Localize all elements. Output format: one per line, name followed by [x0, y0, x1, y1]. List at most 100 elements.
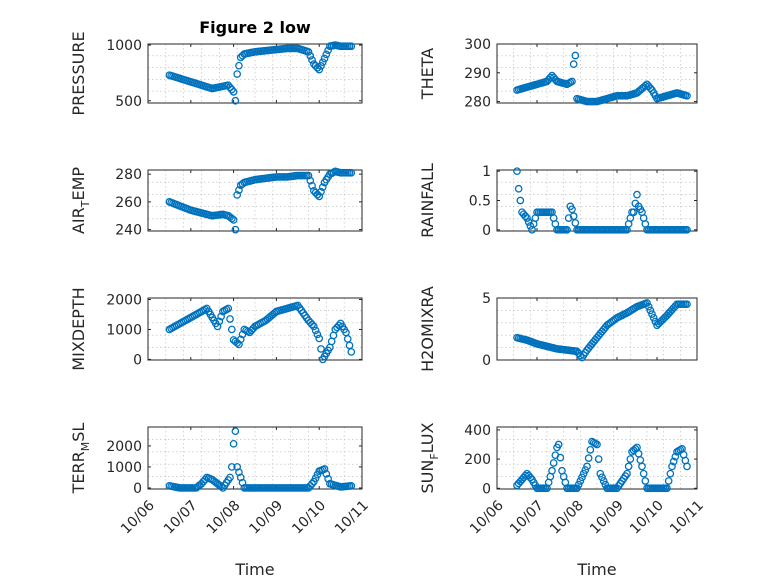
data-point — [598, 473, 606, 482]
subplot-3: 240 260 280 AIRTEMP — [69, 167, 363, 239]
y-tick-label: 280 — [464, 95, 491, 111]
y-tick-label: 0 — [482, 481, 491, 497]
data-point — [320, 54, 329, 63]
data-point — [347, 481, 356, 490]
y-tick-label: 0 — [133, 481, 142, 497]
data-series — [165, 167, 356, 234]
data-point — [623, 469, 631, 478]
data-point — [217, 482, 225, 491]
y-tick-label: 300 — [464, 37, 491, 53]
data-point — [229, 216, 238, 224]
subplot-2: 280 290 300 THETA — [418, 37, 698, 111]
data-point — [626, 455, 635, 463]
data-point — [644, 302, 653, 311]
data-point — [231, 225, 240, 234]
data-point — [217, 312, 225, 321]
y-axis-label: H2OMIXRA — [418, 286, 437, 372]
data-point — [569, 60, 578, 68]
y-tick-label: 0 — [482, 353, 491, 369]
data-point — [334, 321, 343, 330]
y-tick-label: 290 — [464, 66, 491, 82]
data-point — [322, 50, 331, 59]
data-point — [315, 192, 324, 201]
data-point — [315, 65, 324, 74]
subplot-6: 0 5 H2OMIXRA — [418, 286, 698, 372]
data-series — [513, 51, 691, 106]
data-series — [513, 167, 691, 234]
y-tick-label: 2000 — [106, 439, 142, 455]
x-axis-label: Time — [234, 560, 274, 579]
data-point — [683, 300, 691, 309]
data-point — [643, 299, 651, 307]
data-point — [563, 225, 571, 234]
data-point — [683, 91, 691, 100]
chart-title: Figure 2 low — [199, 18, 311, 37]
data-point — [573, 484, 581, 493]
data-point — [569, 212, 578, 220]
data-point — [317, 62, 325, 70]
data-point — [524, 218, 533, 226]
data-point — [521, 471, 530, 480]
y-axis-label: SUNFLUX — [418, 422, 441, 493]
data-point — [583, 462, 591, 471]
axes-frame — [147, 169, 363, 232]
data-point — [513, 167, 521, 176]
data-point — [564, 214, 573, 222]
y-tick-label: 500 — [115, 94, 142, 110]
data-point — [308, 56, 316, 64]
y-tick-label: 400 — [464, 423, 491, 439]
data-point — [514, 184, 523, 193]
data-point — [669, 457, 678, 466]
data-point — [304, 47, 313, 56]
subplot-1: 500 1000 PRESSURE Figure 2 low — [69, 18, 363, 116]
data-series — [513, 437, 691, 493]
data-point — [578, 473, 586, 482]
data-point — [227, 325, 236, 334]
data-point — [633, 190, 641, 199]
data-point — [306, 52, 315, 60]
y-tick-label: 0.5 — [469, 194, 491, 210]
data-point — [648, 310, 656, 318]
subplot-4: 0 0.5 1 RAINFALL — [418, 163, 698, 239]
data-point — [629, 208, 638, 217]
y-tick-label: 5 — [482, 291, 491, 307]
data-point — [554, 440, 563, 449]
y-axis-label: RAINFALL — [418, 163, 437, 238]
data-point — [663, 484, 671, 493]
data-point — [664, 477, 673, 485]
data-point — [309, 322, 318, 331]
data-point — [236, 335, 245, 344]
data-point — [556, 453, 565, 462]
data-point — [324, 474, 332, 483]
y-axis-label: MIXDEPTH — [69, 287, 88, 370]
data-point — [579, 469, 588, 478]
data-point — [226, 473, 234, 482]
data-point — [523, 214, 531, 222]
axes-frame — [496, 297, 698, 361]
y-tick-label: 1000 — [106, 38, 142, 54]
data-point — [646, 306, 655, 315]
data-point — [549, 459, 558, 467]
y-axis-label: AIRTEMP — [69, 167, 92, 234]
y-axis-label: PRESSURE — [69, 31, 88, 115]
y-tick-label: 260 — [115, 195, 142, 211]
y-tick-label: 280 — [115, 167, 142, 183]
data-point — [226, 315, 234, 323]
data-point — [683, 225, 691, 234]
data-point — [624, 462, 633, 471]
data-point — [313, 330, 322, 339]
y-tick-label: 200 — [464, 452, 491, 468]
data-point — [347, 42, 356, 51]
y-tick-label: 1 — [482, 164, 491, 180]
data-point — [213, 322, 222, 331]
data-series — [165, 427, 356, 492]
data-point — [229, 88, 238, 96]
data-point — [571, 51, 580, 60]
data-point — [235, 340, 243, 349]
data-point — [308, 181, 316, 190]
data-point — [516, 196, 525, 205]
data-point — [235, 186, 243, 194]
x-axis-label: Time — [576, 560, 616, 579]
data-point — [571, 219, 580, 227]
